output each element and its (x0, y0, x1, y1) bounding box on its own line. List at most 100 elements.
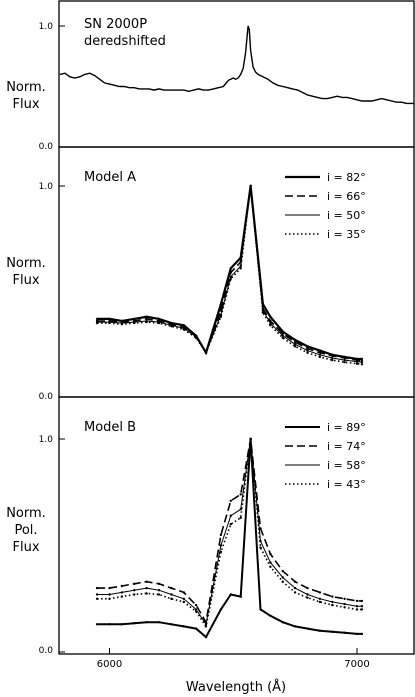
data-point (120, 584, 124, 588)
legend-label: i = 89° (327, 421, 366, 434)
series-line-i-82 (97, 185, 362, 361)
y-tick-label: 0.0 (39, 646, 54, 656)
data-point (204, 635, 208, 639)
data-point (306, 586, 309, 590)
y-axis-label: Norm. Flux (6, 80, 46, 112)
data-point (355, 362, 359, 365)
legend-item: i = 35° (285, 228, 366, 241)
y-axis-label: Norm. Pol. Flux (6, 506, 46, 555)
data-point (269, 324, 272, 327)
data-point (360, 608, 364, 611)
data-point (108, 321, 111, 325)
data-point (318, 355, 322, 359)
data-point (261, 307, 265, 310)
data-point (306, 349, 309, 352)
data-point (145, 315, 148, 318)
data-point (259, 608, 262, 611)
y-axis-label-line: Flux (12, 273, 39, 288)
annotation: SN 2000P deredshifted (84, 17, 166, 49)
series-line-i-43 (97, 438, 362, 629)
legend-label: i = 74° (327, 440, 366, 453)
legend-label: i = 66° (327, 190, 366, 203)
data-point (318, 349, 322, 352)
data-point (145, 621, 148, 624)
data-point (108, 586, 111, 590)
data-point (343, 606, 346, 609)
data-point (269, 552, 272, 556)
data-point (145, 592, 148, 595)
data-point (360, 632, 364, 636)
data-point (194, 627, 198, 630)
data-point (95, 317, 99, 321)
data-point (355, 360, 359, 363)
data-point (229, 277, 232, 280)
y-axis-label-line: Pol. (14, 523, 37, 538)
data-point (249, 437, 252, 441)
data-point (108, 623, 111, 626)
data-point (293, 345, 297, 348)
data-point (281, 336, 284, 340)
data-point (281, 330, 284, 333)
data-point (194, 336, 198, 340)
data-point (194, 610, 198, 613)
series-line-i-58 (97, 438, 362, 626)
legend-label: i = 43° (327, 478, 366, 491)
legend-item: i = 82° (285, 171, 366, 184)
data-point (318, 591, 322, 594)
data-point (281, 576, 284, 579)
data-point (281, 580, 284, 583)
y-tick-label: 1.0 (39, 182, 54, 192)
data-point (182, 625, 185, 628)
y-tick-1: 1.0 (39, 182, 65, 192)
data-point (261, 311, 265, 314)
data-point (293, 586, 297, 590)
x-tick-7000: 7000 (344, 648, 370, 670)
legend: i = 82° i = 66° i = 50° i = 35° (285, 171, 366, 241)
y-tick-label: 0.0 (39, 392, 54, 402)
data-point (145, 317, 148, 321)
data-point (133, 589, 136, 592)
data-point (120, 591, 124, 594)
data-point (355, 632, 359, 636)
panel-sn2000p: Norm. Flux SN 2000P deredshifted 0.0 1.0 (6, 0, 415, 152)
data-point (281, 569, 284, 573)
data-point (204, 625, 208, 628)
y-tick-label: 1.0 (39, 435, 54, 445)
data-point (306, 593, 309, 596)
data-point (108, 593, 111, 596)
data-point (261, 303, 265, 306)
data-point (355, 605, 359, 608)
data-point (281, 621, 284, 624)
data-point (318, 597, 322, 600)
panel-model-a: Norm. Flux Model A 0.0 1.0 i = 82° i = 6… (6, 146, 415, 402)
data-point (133, 622, 136, 625)
data-point (343, 361, 346, 364)
data-point (157, 593, 161, 596)
data-point (157, 582, 161, 585)
data-point (343, 356, 346, 360)
data-point (229, 275, 232, 278)
data-point (318, 353, 322, 356)
data-point (219, 313, 223, 316)
data-point (157, 589, 161, 592)
y-axis-label-line: Flux (12, 97, 39, 112)
data-point (145, 580, 148, 583)
data-point (182, 597, 185, 600)
series-layer (59, 25, 414, 105)
data-point (343, 602, 346, 606)
data-point (269, 319, 272, 323)
data-point (229, 271, 232, 274)
data-point (170, 586, 173, 590)
series-layer (95, 184, 364, 366)
data-point (331, 595, 334, 598)
data-point (331, 630, 334, 633)
data-point (133, 593, 136, 596)
data-point (343, 631, 346, 634)
y-axis-label: Norm. Flux (6, 256, 46, 288)
data-point (219, 309, 223, 312)
y-axis-label-line: Norm. (6, 80, 46, 95)
data-point (269, 565, 272, 568)
data-point (293, 338, 297, 342)
data-point (229, 593, 232, 596)
